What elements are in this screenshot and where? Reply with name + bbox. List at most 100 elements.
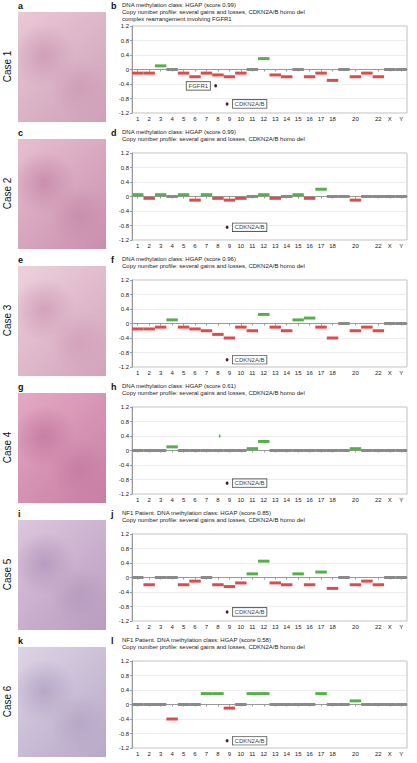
svg-text:7: 7: [205, 243, 209, 249]
svg-text:FGFR1: FGFR1: [188, 83, 208, 89]
svg-text:0: 0: [126, 67, 130, 73]
svg-text:22: 22: [375, 370, 382, 376]
svg-text:X: X: [388, 751, 392, 757]
svg-text:15: 15: [295, 624, 302, 630]
svg-text:0.8: 0.8: [121, 38, 130, 44]
svg-text:-1.2: -1.2: [119, 364, 130, 370]
svg-text:Y: Y: [399, 751, 403, 757]
svg-text:0.4: 0.4: [121, 433, 130, 439]
svg-text:18: 18: [329, 116, 336, 122]
svg-text:16: 16: [306, 370, 313, 376]
svg-text:6: 6: [193, 243, 197, 249]
svg-text:18: 18: [329, 497, 336, 503]
svg-text:-0.8: -0.8: [119, 731, 130, 737]
svg-text:CDKN2A/B: CDKN2A/B: [235, 357, 265, 363]
svg-text:22: 22: [375, 116, 382, 122]
svg-text:Y: Y: [399, 370, 403, 376]
svg-text:CDKN2A/B: CDKN2A/B: [235, 224, 265, 230]
svg-text:Copy number profile: several g: Copy number profile: several gains and l…: [122, 517, 305, 523]
svg-text:-1.2: -1.2: [119, 491, 130, 497]
svg-text:0.4: 0.4: [121, 560, 130, 566]
svg-text:12: 12: [260, 624, 267, 630]
svg-text:12: 12: [260, 116, 267, 122]
svg-text:5: 5: [182, 624, 186, 630]
svg-text:Y: Y: [399, 243, 403, 249]
svg-text:0.8: 0.8: [121, 546, 130, 552]
svg-text:X: X: [388, 624, 392, 630]
svg-text:3: 3: [159, 624, 163, 630]
svg-text:2: 2: [148, 116, 152, 122]
svg-text:CDKN2A/B: CDKN2A/B: [235, 738, 265, 744]
svg-text:11: 11: [249, 243, 256, 249]
svg-text:Copy number profile: several g: Copy number profile: several gains and l…: [122, 9, 305, 15]
svg-text:15: 15: [295, 751, 302, 757]
svg-text:10: 10: [238, 497, 245, 503]
svg-text:0.4: 0.4: [121, 179, 130, 185]
svg-text:20: 20: [352, 497, 359, 503]
svg-text:1.2: 1.2: [121, 658, 130, 664]
svg-text:4: 4: [170, 243, 174, 249]
svg-text:13: 13: [272, 370, 279, 376]
svg-text:13: 13: [272, 243, 279, 249]
svg-text:0: 0: [126, 575, 130, 581]
svg-text:DNA methylation class: HGAP (s: DNA methylation class: HGAP (score 0.96): [122, 256, 236, 262]
svg-text:9: 9: [228, 116, 232, 122]
svg-text:12: 12: [260, 370, 267, 376]
svg-text:22: 22: [375, 243, 382, 249]
svg-text:0: 0: [126, 321, 130, 327]
svg-text:10: 10: [238, 370, 245, 376]
svg-text:9: 9: [228, 243, 232, 249]
svg-text:5: 5: [182, 497, 186, 503]
svg-text:12: 12: [260, 497, 267, 503]
svg-text:14: 14: [283, 370, 290, 376]
svg-text:-1.2: -1.2: [119, 110, 130, 116]
svg-text:18: 18: [329, 624, 336, 630]
svg-text:1: 1: [136, 370, 140, 376]
svg-text:10: 10: [238, 243, 245, 249]
svg-text:Y: Y: [399, 497, 403, 503]
svg-text:1: 1: [136, 497, 140, 503]
svg-text:7: 7: [205, 751, 209, 757]
svg-text:18: 18: [329, 370, 336, 376]
svg-text:13: 13: [272, 116, 279, 122]
svg-text:3: 3: [159, 370, 163, 376]
svg-text:16: 16: [306, 497, 313, 503]
svg-text:1.2: 1.2: [121, 404, 130, 410]
svg-text:17: 17: [318, 116, 325, 122]
svg-text:0.4: 0.4: [121, 52, 130, 58]
svg-text:7: 7: [205, 624, 209, 630]
svg-text:1: 1: [136, 243, 140, 249]
svg-text:CDKN2A/B: CDKN2A/B: [235, 480, 265, 486]
svg-text:14: 14: [283, 624, 290, 630]
svg-text:5: 5: [182, 243, 186, 249]
svg-text:22: 22: [375, 497, 382, 503]
svg-text:4: 4: [170, 370, 174, 376]
svg-text:13: 13: [272, 497, 279, 503]
svg-text:1.2: 1.2: [121, 277, 130, 283]
svg-text:1: 1: [136, 116, 140, 122]
svg-text:X: X: [388, 116, 392, 122]
svg-text:-0.4: -0.4: [119, 716, 130, 722]
svg-text:2: 2: [148, 243, 152, 249]
svg-text:0: 0: [126, 194, 130, 200]
svg-text:-1.2: -1.2: [119, 618, 130, 624]
svg-text:-0.4: -0.4: [119, 462, 130, 468]
svg-text:6: 6: [193, 116, 197, 122]
svg-text:2: 2: [148, 497, 152, 503]
svg-text:14: 14: [283, 497, 290, 503]
svg-text:7: 7: [205, 370, 209, 376]
svg-text:16: 16: [306, 243, 313, 249]
svg-text:8: 8: [216, 497, 220, 503]
svg-text:11: 11: [249, 370, 256, 376]
svg-text:22: 22: [375, 751, 382, 757]
svg-text:NF1 Patient. DNA methylation c: NF1 Patient. DNA methylation class: HGAP…: [122, 637, 271, 643]
svg-text:1.2: 1.2: [121, 531, 130, 537]
svg-text:14: 14: [283, 243, 290, 249]
svg-text:8: 8: [216, 624, 220, 630]
svg-text:16: 16: [306, 624, 313, 630]
svg-text:3: 3: [159, 243, 163, 249]
svg-text:NF1 Patient. DNA methylation c: NF1 Patient. DNA methylation class: HGAP…: [122, 510, 271, 516]
svg-text:DNA methylation class: HGAP (s: DNA methylation class: HGAP (score 0.99): [122, 129, 236, 135]
svg-text:-0.4: -0.4: [119, 589, 130, 595]
svg-text:8: 8: [216, 243, 220, 249]
